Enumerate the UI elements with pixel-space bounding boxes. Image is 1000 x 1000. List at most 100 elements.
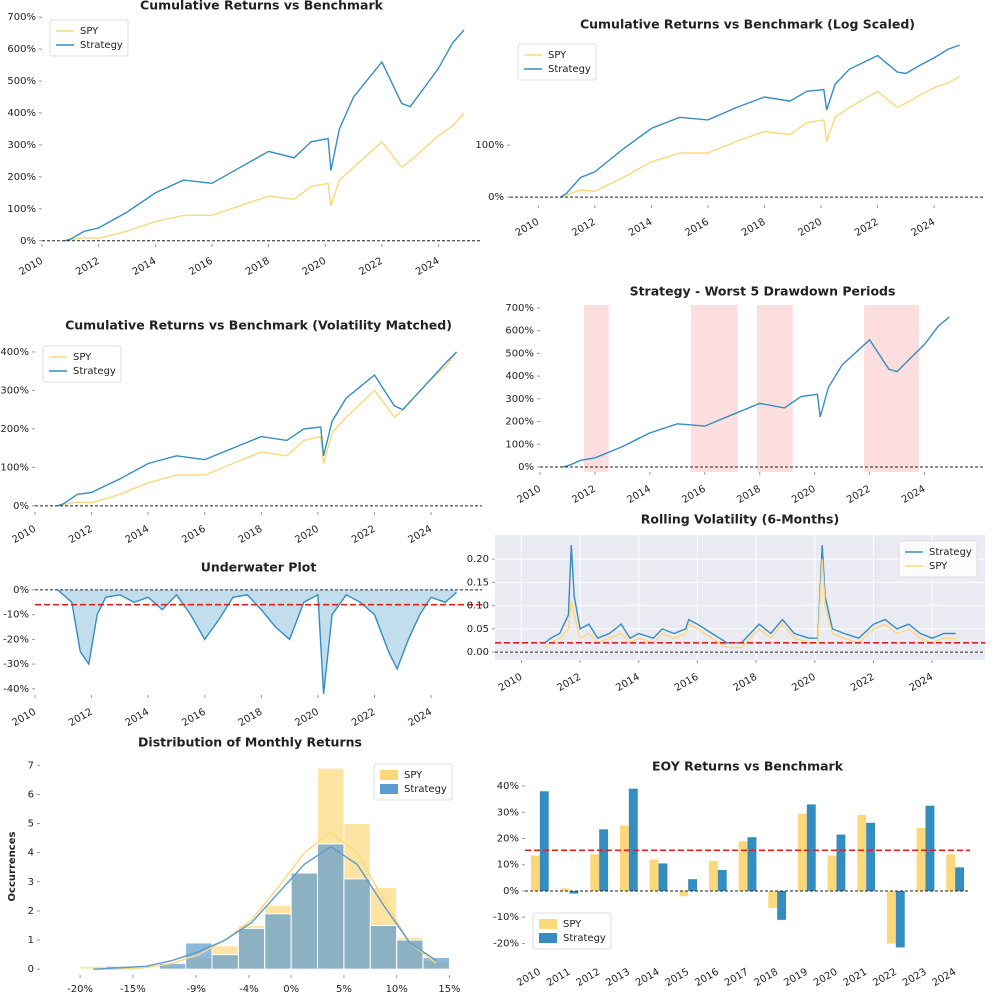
legend-swatch [380,770,398,780]
line [57,589,457,694]
x-tick-label: 2024 [900,484,928,506]
y-tick-label: 0.20 [467,554,489,565]
line [64,29,465,242]
x-tick-label: 2010 [515,967,543,989]
x-tick-label: 15% [438,984,460,995]
bar [619,825,629,891]
bar [916,828,926,891]
x-tick-label: 2022 [853,217,881,239]
bar [946,854,956,891]
x-tick-label: 2023 [901,967,929,989]
chart-title: Distribution of Monthly Returns [138,735,362,750]
x-tick-label: 2014 [124,524,152,546]
x-tick-label: 2012 [67,707,95,729]
x-tick-label: 2018 [740,217,768,239]
x-tick-label: -4% [239,984,258,995]
y-tick-label: 600% [7,44,36,55]
line [57,351,458,507]
y-tick-label: 0.10 [467,601,489,612]
x-tick-label: 2020 [293,707,321,729]
y-tick-label: 0% [518,462,534,473]
x-tick-label: 2024 [931,967,959,989]
y-tick-label: 0% [20,236,36,247]
chart-title: Cumulative Returns vs Benchmark (Volatil… [65,318,452,333]
y-tick-label: 500% [505,348,534,359]
legend-label: Strategy [73,366,116,377]
x-tick-label: 2016 [187,256,215,278]
x-tick-label: 2022 [871,967,899,989]
bar [925,805,935,891]
y-tick-label: 700% [505,303,534,314]
y-tick-label: 10% [497,860,519,871]
x-tick-label: 2014 [131,256,159,278]
legend-label: Strategy [929,547,972,558]
histogram-bar [211,954,239,970]
y-tick-label: 30% [497,807,519,818]
bar [539,791,549,891]
x-tick-label: 2022 [350,524,378,546]
chart-title: Cumulative Returns vs Benchmark (Log Sca… [580,17,915,32]
chart-title: EOY Returns vs Benchmark [652,759,844,774]
legend-label: Strategy [548,64,591,75]
legend-box [517,43,597,81]
y-tick-label: -20% [493,938,519,949]
chart-panel: Cumulative Returns vs Benchmark 0% 100% 200… [7,0,481,278]
bar [955,867,965,891]
y-tick-label: 0.15 [467,577,489,588]
bar [866,822,876,891]
bar [797,813,807,891]
y-tick-label: -30% [3,659,29,670]
legend-label: SPY [404,770,423,781]
y-tick-label: 7 [28,760,34,771]
x-tick-label: 2012 [74,256,102,278]
y-axis-label: Occurrences [7,832,18,902]
histogram-bar [369,924,398,970]
y-tick-label: -10% [3,610,29,621]
y-tick-label: -20% [3,634,29,645]
bar [768,890,778,909]
x-tick-label: 2014 [124,707,152,729]
x-tick-label: 2014 [627,217,655,239]
histogram-bar [264,913,292,970]
chart-panel: Underwater Plot 0% -10% -20% -30% -40% 2010 201… [3,560,482,729]
x-tick-label: 2016 [180,707,208,729]
y-tick-label: 100% [505,439,534,450]
x-tick-label: 2010 [10,707,38,729]
legend-box [42,345,122,383]
y-tick-label: 2 [28,906,34,917]
bar [857,814,867,891]
bar [649,859,659,891]
x-tick-label: 2020 [812,967,840,989]
histogram-bar [343,878,371,970]
x-tick-label: 2018 [237,707,265,729]
y-tick-label: 100% [475,140,504,151]
x-tick-label: 2022 [350,707,378,729]
y-tick-label: 6 [28,789,34,800]
x-tick-label: 2012 [556,672,584,694]
x-tick-label: 2018 [732,672,760,694]
x-tick-label: 2020 [293,524,321,546]
y-tick-label: 0% [488,192,504,203]
chart-title: Rolling Volatility (6-Months) [641,512,839,527]
chart-title: Strategy - Worst 5 Drawdown Periods [630,284,896,299]
y-tick-label: 20% [497,834,519,845]
x-tick-label: 2020 [796,217,824,239]
y-tick-label: 0.00 [467,647,489,658]
x-tick-label: 2011 [545,967,573,989]
x-tick-label: 2018 [753,967,781,989]
legend-label: SPY [73,352,92,363]
bar [658,863,668,891]
y-tick-label: 300% [7,140,36,151]
histogram-bar [290,872,319,970]
x-tick-label: 2015 [664,967,692,989]
x-tick-label: 2024 [908,672,936,694]
chart-panel: Strategy - Worst 5 Drawdown Periods 0% 100… [505,284,985,506]
bar [708,860,718,891]
x-tick-label: 2019 [782,967,810,989]
x-tick-label: -20% [67,984,93,995]
chart-panel: Cumulative Returns vs Benchmark (Log Sca… [475,17,985,239]
bar [599,829,609,891]
y-tick-label: 40% [497,781,519,792]
legend-label: Strategy [404,784,447,795]
legend-swatch [380,784,398,794]
